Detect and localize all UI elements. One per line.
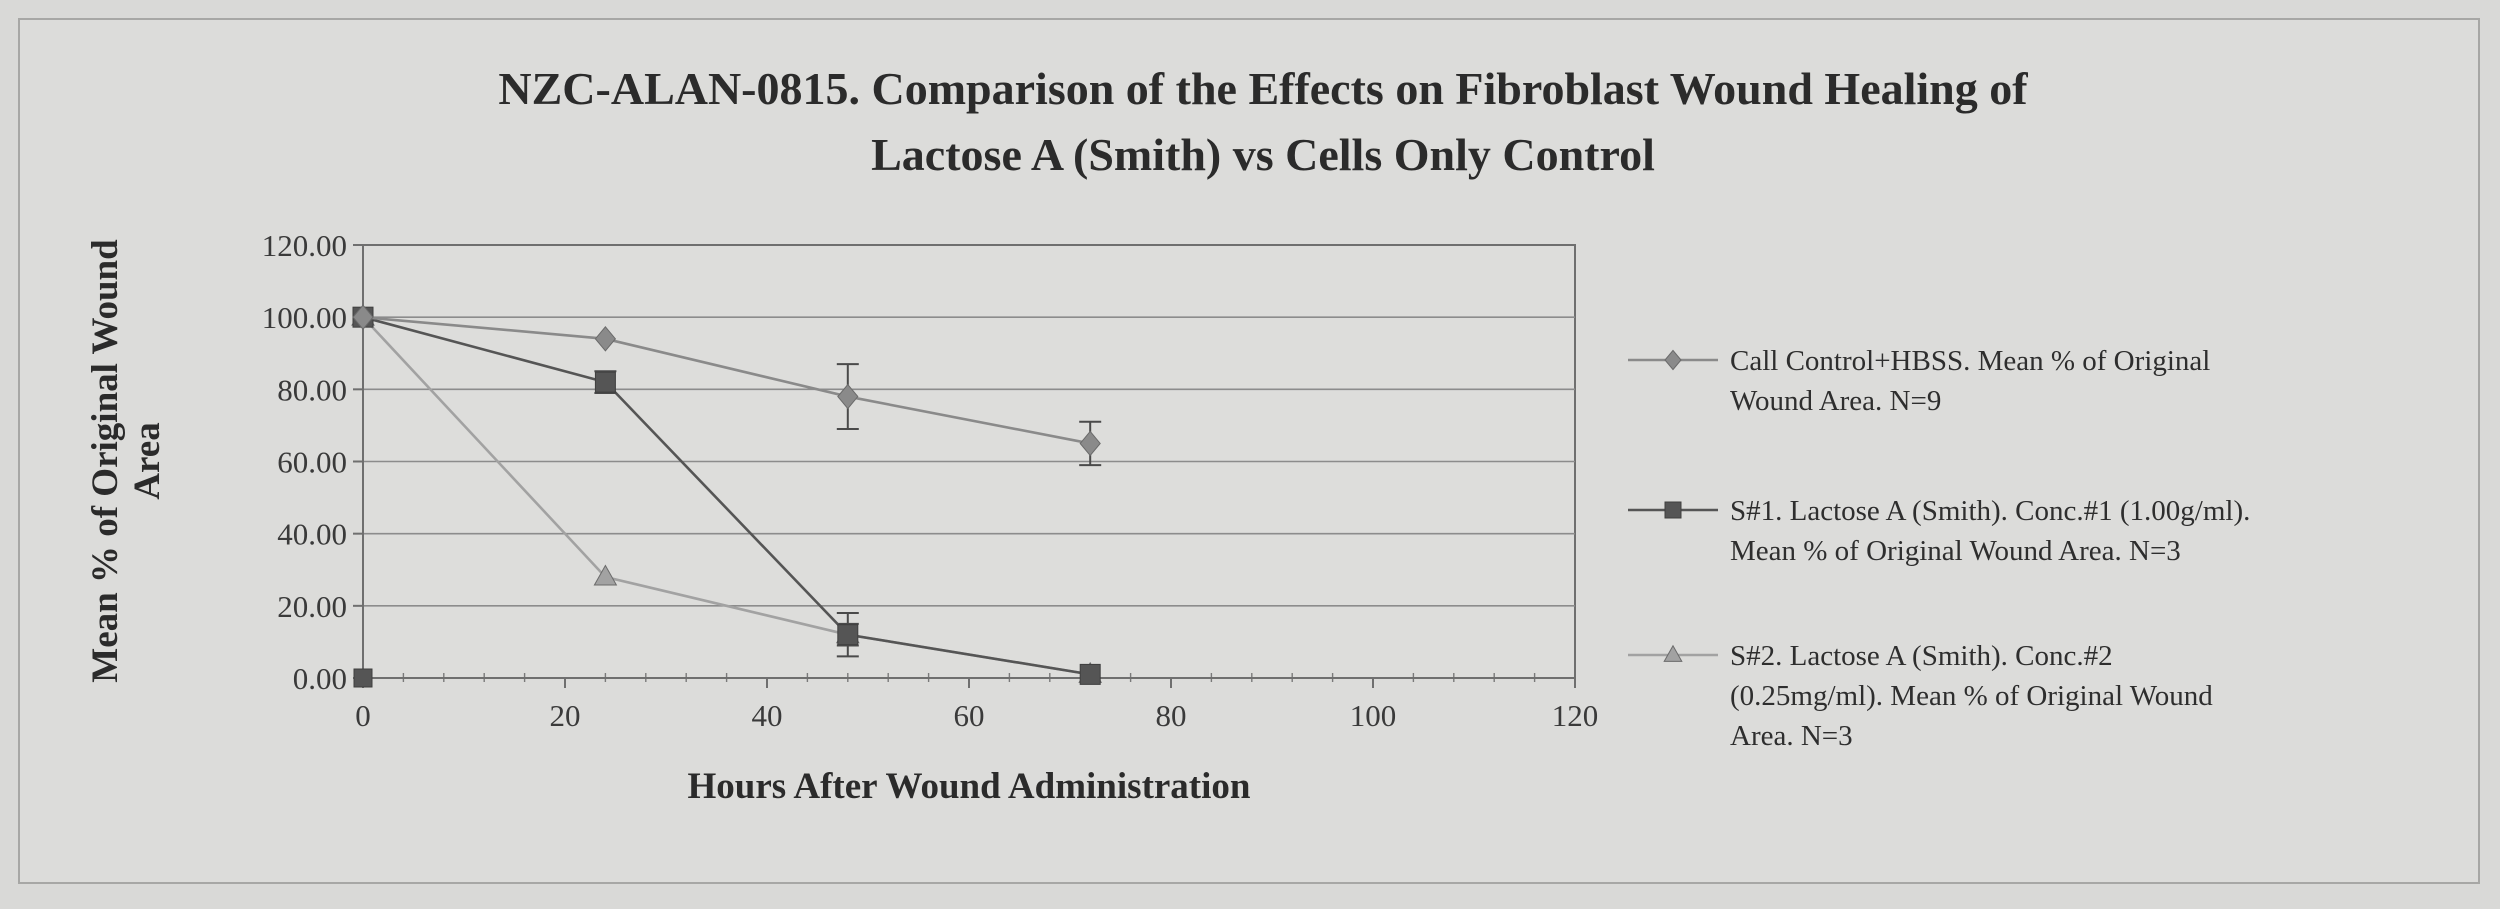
y-tick-label: 120.00 [262,228,347,263]
legend-item-2: S#1. Lactose A (Smith). Conc.#1 (1.00g/m… [1628,495,2250,567]
y-tick-label: 100.00 [262,300,347,335]
x-tick-label: 60 [954,698,985,733]
y-tick-label: 0.00 [293,661,347,696]
series-line [362,315,1091,676]
data-point [837,383,859,410]
y-tick-label: 60.00 [277,445,347,480]
x-tick-label: 100 [1350,698,1397,733]
x-axis-label: Hours After Wound Administration [688,766,1251,807]
legend-item-3: S#2. Lactose A (Smith). Conc.#2 (0.25mg/m… [1628,640,2213,752]
y-tick-label: 40.00 [277,517,347,552]
y-tick-label: 80.00 [277,372,347,407]
legend-marker [1664,501,1682,519]
legend-label: S#1. Lactose A (Smith). Conc.#1 (1.00g/m… [1730,495,2250,527]
data-point-origin [353,668,373,688]
data-point [594,371,616,393]
series-1 [352,304,1102,467]
chart-title-line-2: Lactose A (Smith) vs Cells Only Control [871,129,1655,180]
legend-label: S#2. Lactose A (Smith). Conc.#2 [1730,640,2113,672]
data-point [594,326,617,352]
x-tick-label: 0 [355,698,371,733]
x-tick-label: 120 [1552,698,1599,733]
y-axis-label-line-2: Area [127,422,168,499]
legend-label: Wound Area. N=9 [1730,385,1941,417]
series-line [362,315,1091,445]
legend-label: Call Control+HBSS. Mean % of Original [1730,345,2210,377]
x-tick-label: 80 [1156,698,1187,733]
axes: 0.00 20.00 40.00 60.00 80.00 100.00 120.00 0 20 4… [262,228,1599,733]
legend-marker [1664,349,1682,371]
legend: Call Control+HBSS. Mean % of Original Wou… [1628,345,2250,752]
data-point [837,624,859,646]
series-layer [351,304,1103,688]
x-tick-label: 40 [752,698,783,733]
data-point [352,304,374,330]
legend-item-1: Call Control+HBSS. Mean % of Original Wou… [1628,345,2210,417]
legend-label: Area. N=3 [1730,720,1853,752]
y-tick-label: 20.00 [277,589,347,624]
legend-marker [1663,644,1683,662]
chart-title-line-1: NZC-ALAN-0815. Comparison of the Effects… [498,63,2028,114]
data-point [1079,663,1101,685]
data-point [593,564,618,586]
y-axis-label: Mean % of Original Wound Area [85,239,168,683]
legend-label: Mean % of Original Wound Area. N=3 [1730,535,2181,567]
legend-label: (0.25mg/ml). Mean % of Original Wound [1730,680,2213,712]
y-axis-label-line-1: Mean % of Original Wound [85,239,126,683]
x-tick-label: 20 [550,698,581,733]
data-point [1079,430,1101,457]
